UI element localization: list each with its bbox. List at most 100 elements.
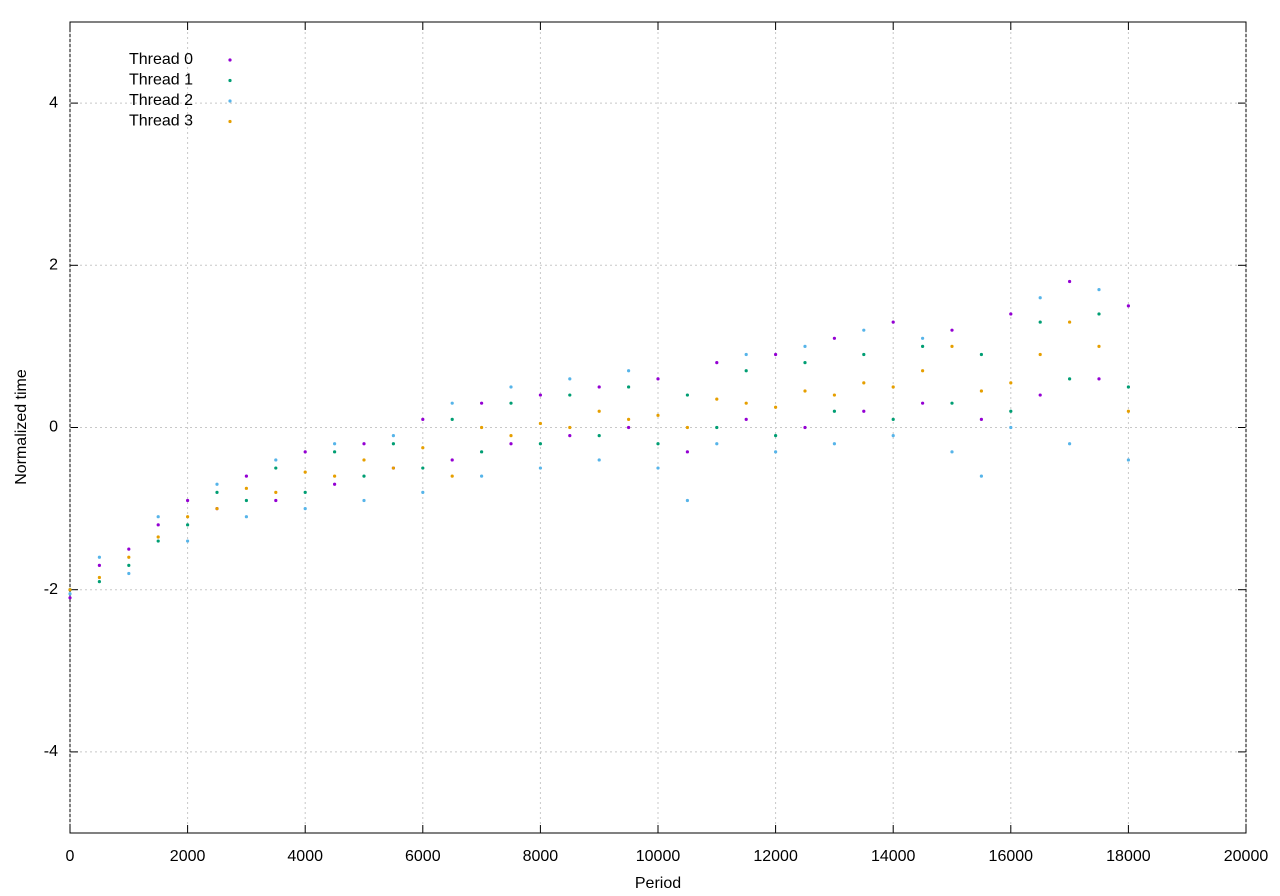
- point: [68, 588, 72, 592]
- point: [244, 486, 248, 490]
- legend-swatch: [228, 58, 232, 62]
- point: [1126, 458, 1130, 462]
- point: [979, 352, 984, 357]
- point: [333, 442, 337, 446]
- x-tick-label: 14000: [871, 848, 916, 865]
- y-axis-label: Normalized time: [13, 369, 30, 485]
- point: [597, 385, 601, 389]
- point: [744, 369, 748, 373]
- point: [979, 389, 984, 393]
- point: [480, 401, 484, 405]
- point: [303, 450, 307, 454]
- point: [303, 470, 307, 474]
- point: [627, 417, 631, 421]
- point: [274, 466, 278, 470]
- point: [156, 535, 160, 539]
- point: [656, 377, 660, 381]
- point: [803, 344, 807, 348]
- point: [685, 425, 690, 430]
- legend-swatch: [228, 99, 232, 103]
- point: [97, 579, 101, 584]
- x-tick-label: 16000: [989, 848, 1034, 865]
- point: [1068, 377, 1072, 381]
- point: [832, 336, 837, 340]
- point: [509, 442, 513, 446]
- point: [715, 397, 719, 401]
- point: [244, 515, 248, 519]
- point: [186, 498, 190, 503]
- legend-label: Thread 1: [129, 72, 193, 89]
- point: [597, 458, 601, 462]
- point: [1009, 425, 1013, 430]
- legend-swatch: [228, 78, 232, 83]
- point: [186, 523, 190, 527]
- point: [950, 401, 954, 405]
- point: [921, 336, 925, 340]
- point: [1126, 385, 1130, 389]
- point: [1068, 320, 1072, 324]
- point: [480, 474, 484, 478]
- point: [627, 369, 631, 373]
- x-tick-label: 0: [66, 848, 75, 865]
- point: [744, 417, 748, 421]
- point: [127, 555, 131, 559]
- point: [538, 466, 543, 470]
- y-tick-label: -2: [44, 581, 58, 598]
- point: [950, 344, 954, 348]
- point: [274, 490, 278, 494]
- point: [215, 490, 219, 494]
- point: [568, 434, 572, 438]
- point: [97, 563, 101, 567]
- point: [774, 450, 778, 454]
- point: [656, 466, 660, 470]
- point: [921, 344, 925, 348]
- point: [97, 555, 101, 559]
- point: [244, 498, 248, 503]
- point: [921, 401, 925, 405]
- point: [421, 490, 425, 494]
- point: [156, 539, 160, 543]
- x-tick-label: 4000: [287, 848, 323, 865]
- point: [715, 361, 719, 365]
- point: [450, 401, 454, 405]
- point: [979, 417, 984, 421]
- point: [480, 425, 484, 430]
- point: [597, 434, 601, 438]
- point: [921, 369, 925, 373]
- point: [303, 507, 307, 511]
- point: [333, 474, 337, 478]
- point: [862, 328, 866, 332]
- y-tick-label: -4: [44, 743, 58, 760]
- point: [568, 393, 572, 397]
- point: [1038, 320, 1042, 324]
- point: [274, 458, 278, 462]
- point: [744, 401, 748, 405]
- point: [862, 352, 866, 357]
- point: [979, 474, 984, 478]
- point: [568, 425, 572, 430]
- point: [1097, 344, 1101, 348]
- point: [391, 434, 395, 438]
- point: [774, 434, 778, 438]
- point: [450, 458, 454, 462]
- point: [156, 523, 160, 527]
- point: [215, 482, 219, 486]
- point: [244, 474, 248, 478]
- point: [274, 498, 278, 503]
- point: [509, 434, 513, 438]
- point: [1126, 304, 1130, 308]
- point: [891, 434, 895, 438]
- point: [68, 596, 72, 600]
- point: [744, 352, 748, 357]
- point: [68, 592, 72, 596]
- point: [656, 413, 660, 417]
- point: [1126, 409, 1130, 413]
- point: [1097, 377, 1101, 381]
- point: [774, 405, 778, 409]
- point: [391, 442, 395, 446]
- point: [215, 507, 219, 511]
- point: [127, 547, 131, 551]
- y-tick-label: 2: [49, 257, 58, 274]
- point: [803, 389, 807, 393]
- point: [391, 466, 395, 470]
